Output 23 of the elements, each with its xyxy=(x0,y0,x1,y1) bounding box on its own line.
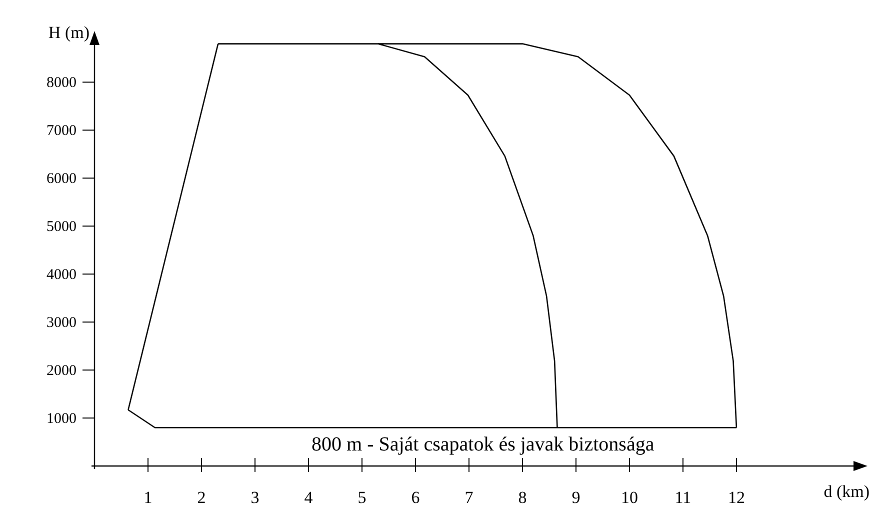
x-tick-label: 1 xyxy=(144,488,152,508)
y-tick-label: 7000 xyxy=(46,122,76,139)
x-tick-label: 11 xyxy=(674,488,692,508)
x-tick-label: 5 xyxy=(358,488,366,508)
annotation: 800 m - Saját csapatok és javak biztonsága xyxy=(312,434,654,456)
y-tick-label: 1000 xyxy=(46,410,76,427)
y-axis-title: H (m) xyxy=(48,23,90,42)
x-tick-label: 9 xyxy=(572,488,580,508)
x-tick-label: 8 xyxy=(518,488,527,508)
x-tick-label: 6 xyxy=(411,488,420,508)
x-tick-label: 7 xyxy=(464,488,474,508)
y-tick-label: 6000 xyxy=(46,170,76,187)
y-tick-label: 5000 xyxy=(46,218,76,235)
x-tick-label: 10 xyxy=(620,488,638,508)
x-tick-label: 12 xyxy=(728,488,745,508)
x-axis-title: d (km) xyxy=(824,482,870,501)
x-tick-label: 2 xyxy=(197,488,206,508)
y-tick-label: 8000 xyxy=(46,74,76,91)
y-tick-label: 2000 xyxy=(46,362,76,379)
x-tick-label: 4 xyxy=(304,488,314,508)
x-tick-label: 3 xyxy=(250,488,260,508)
y-tick-label: 4000 xyxy=(46,266,76,283)
y-tick-label: 3000 xyxy=(46,314,76,331)
